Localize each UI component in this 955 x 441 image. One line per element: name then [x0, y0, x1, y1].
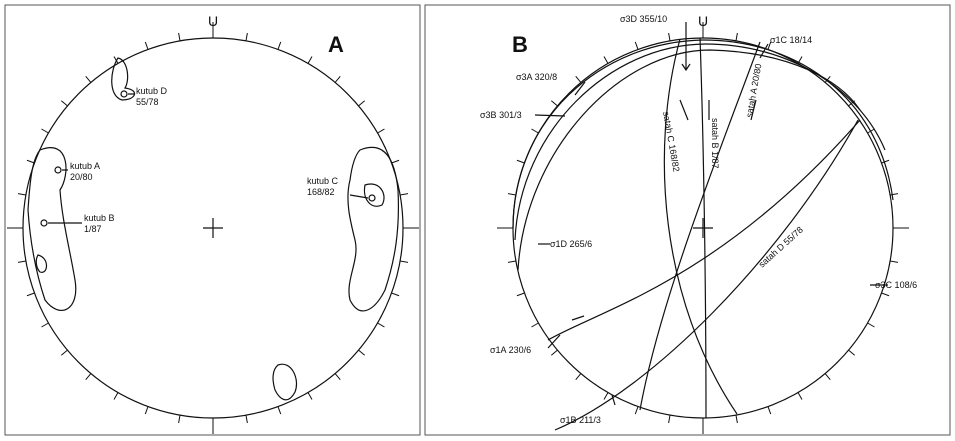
- tick: [41, 322, 49, 328]
- tick: [113, 392, 119, 400]
- arrows: [534, 22, 888, 406]
- stress-label: σ3D 355/10: [620, 14, 667, 24]
- tick: [26, 159, 35, 164]
- pole-name: kutub A: [70, 161, 100, 171]
- tick: [668, 32, 671, 41]
- tick: [767, 41, 772, 50]
- tick: [245, 415, 248, 424]
- pole-name: kutub C: [307, 176, 339, 186]
- center-cross: [693, 218, 713, 238]
- tick: [867, 322, 875, 328]
- tick: [307, 56, 313, 64]
- plane-label: satah D 55/78: [757, 225, 805, 270]
- stress-label: σ3B 301/3: [480, 110, 522, 120]
- contours: [27, 57, 400, 401]
- tick: [17, 260, 26, 263]
- tick: [603, 56, 609, 64]
- tick: [334, 373, 341, 380]
- tick: [178, 415, 181, 424]
- tick: [400, 193, 409, 196]
- tick: [634, 406, 639, 415]
- stress-label: σ3A 320/8: [516, 72, 557, 82]
- tick: [531, 322, 539, 328]
- tick: [848, 349, 855, 356]
- tick: [17, 193, 26, 196]
- tick: [61, 100, 68, 107]
- panel-b-frame: [424, 4, 951, 436]
- tick: [890, 193, 899, 196]
- tick: [551, 349, 558, 356]
- primitive-circle: [22, 37, 404, 419]
- pole-value: 1/87: [84, 224, 102, 234]
- tick: [881, 159, 890, 164]
- tick: [668, 415, 671, 424]
- panel-a-frame: [4, 4, 421, 436]
- great-circles: [512, 37, 894, 431]
- tick: [531, 128, 539, 134]
- panel-label: B: [512, 32, 528, 57]
- panel-label: A: [328, 32, 344, 57]
- tick: [824, 373, 831, 380]
- plane-label: satah B 1/87: [710, 118, 720, 169]
- stress-label: σ1A 230/6: [490, 345, 531, 355]
- tick: [797, 392, 803, 400]
- tick: [603, 392, 609, 400]
- tick: [377, 128, 385, 134]
- tick: [85, 373, 92, 380]
- pole-value: 55/78: [136, 97, 159, 107]
- tick: [735, 32, 738, 41]
- tick: [178, 32, 181, 41]
- stress-label: σ1C 18/14: [770, 35, 812, 45]
- tick: [391, 159, 400, 164]
- tick: [634, 41, 639, 50]
- pole-name: kutub D: [136, 86, 168, 96]
- tick: [575, 76, 582, 83]
- pole-value: 168/82: [307, 187, 335, 197]
- tick: [507, 260, 516, 263]
- tick: [245, 32, 248, 41]
- stress-label: σ1B 211/3: [560, 415, 601, 425]
- pole-markers: [40, 90, 376, 227]
- tick: [358, 100, 365, 107]
- pole-name: kutub B: [84, 213, 115, 223]
- plane-label: satah A 20/80: [744, 63, 763, 118]
- tick: [277, 41, 282, 50]
- tick: [767, 406, 772, 415]
- pole-value: 20/80: [70, 172, 93, 182]
- tick: [358, 349, 365, 356]
- tick: [85, 76, 92, 83]
- stress-label: σ3C 108/6: [875, 280, 917, 290]
- tick: [41, 128, 49, 134]
- tick: [144, 41, 149, 50]
- tick: [61, 349, 68, 356]
- north-label: U: [208, 13, 218, 29]
- tick: [26, 292, 35, 297]
- tick: [144, 406, 149, 415]
- stress-label: σ1D 265/6: [550, 239, 592, 249]
- tick: [277, 406, 282, 415]
- tick: [400, 260, 409, 263]
- tick: [890, 260, 899, 263]
- tick: [551, 100, 558, 107]
- tick: [113, 56, 119, 64]
- tick: [307, 392, 313, 400]
- tick: [735, 415, 738, 424]
- tick: [516, 292, 525, 297]
- center-cross: [203, 218, 223, 238]
- tick-marks: [7, 22, 909, 434]
- north-label: U: [698, 13, 708, 29]
- tick: [334, 76, 341, 83]
- tick: [391, 292, 400, 297]
- tick: [881, 292, 890, 297]
- tick: [507, 193, 516, 196]
- tick: [516, 159, 525, 164]
- tick: [377, 322, 385, 328]
- tick: [575, 373, 582, 380]
